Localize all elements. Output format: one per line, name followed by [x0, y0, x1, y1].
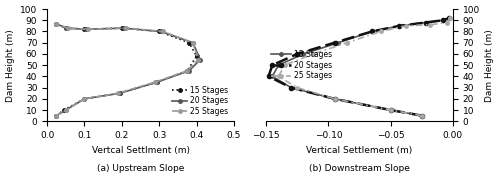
20 Stages: [369, 30, 375, 33]
15 Stages: [54, 22, 60, 25]
20 Stages: [270, 64, 276, 66]
Line: 15 Stages: 15 Stages: [270, 16, 451, 117]
20 Stages: [396, 25, 402, 27]
15 Stages: [419, 114, 425, 117]
25 Stages: [332, 98, 338, 100]
25 Stages: [444, 21, 450, 24]
25 Stages: [190, 41, 196, 44]
20 Stages: [419, 114, 425, 117]
25 Stages: [428, 24, 434, 26]
15 Stages: [300, 53, 306, 55]
25 Stages: [402, 25, 408, 27]
20 Stages: [190, 41, 196, 44]
25 Stages: [276, 75, 281, 78]
20 Stages: [266, 75, 272, 78]
25 Stages: [152, 81, 158, 83]
15 Stages: [156, 30, 162, 33]
Line: 25 Stages: 25 Stages: [277, 16, 452, 117]
15 Stages: [369, 30, 375, 33]
20 Stages: [120, 27, 126, 29]
15 Stages: [396, 25, 402, 27]
25 Stages: [54, 114, 60, 117]
20 Stages: [117, 92, 123, 94]
25 Stages: [64, 27, 70, 29]
25 Stages: [85, 28, 91, 30]
20 Stages: [288, 86, 294, 89]
15 Stages: [446, 17, 452, 19]
Y-axis label: Dam Height (m): Dam Height (m): [6, 29, 15, 102]
25 Stages: [122, 27, 128, 29]
20 Stages: [82, 98, 87, 100]
15 Stages: [154, 81, 160, 83]
15 Stages: [332, 98, 338, 100]
Line: 20 Stages: 20 Stages: [266, 16, 452, 118]
25 Stages: [388, 109, 394, 111]
Text: (b) Downstream Slope: (b) Downstream Slope: [309, 164, 410, 173]
X-axis label: Vertical Settlement (m): Vertical Settlement (m): [306, 146, 412, 155]
15 Stages: [117, 92, 123, 94]
20 Stages: [154, 81, 160, 83]
20 Stages: [84, 28, 89, 30]
25 Stages: [184, 70, 190, 72]
20 Stages: [440, 19, 446, 22]
Legend: 15 Stages, 20 Stages, 25 Stages: 15 Stages, 20 Stages, 25 Stages: [170, 84, 230, 118]
20 Stages: [446, 17, 452, 19]
15 Stages: [82, 98, 87, 100]
20 Stages: [198, 58, 203, 61]
15 Stages: [184, 70, 190, 72]
Line: 25 Stages: 25 Stages: [54, 22, 200, 117]
20 Stages: [63, 27, 69, 29]
20 Stages: [332, 98, 338, 100]
15 Stages: [336, 41, 342, 44]
20 Stages: [294, 53, 300, 55]
X-axis label: Vertcal Settlment (m): Vertcal Settlment (m): [92, 146, 190, 155]
15 Stages: [82, 28, 87, 30]
20 Stages: [63, 109, 69, 111]
15 Stages: [388, 109, 394, 111]
15 Stages: [422, 21, 428, 24]
25 Stages: [196, 58, 202, 61]
20 Stages: [422, 21, 428, 24]
15 Stages: [276, 64, 281, 66]
25 Stages: [310, 53, 316, 55]
25 Stages: [378, 30, 384, 33]
25 Stages: [54, 22, 60, 25]
15 Stages: [194, 55, 200, 57]
25 Stages: [282, 64, 288, 66]
25 Stages: [63, 109, 69, 111]
25 Stages: [82, 98, 87, 100]
Text: (a) Upstream Slope: (a) Upstream Slope: [97, 164, 184, 173]
20 Stages: [54, 22, 60, 25]
25 Stages: [115, 92, 121, 94]
25 Stages: [160, 30, 166, 33]
15 Stages: [270, 75, 276, 78]
15 Stages: [186, 41, 192, 44]
20 Stages: [388, 109, 394, 111]
Legend: 15 Stages, 20 Stages, 25 Stages: 15 Stages, 20 Stages, 25 Stages: [270, 49, 333, 82]
25 Stages: [419, 114, 425, 117]
25 Stages: [344, 41, 350, 44]
Line: 15 Stages: 15 Stages: [54, 22, 199, 117]
20 Stages: [332, 41, 338, 44]
15 Stages: [63, 27, 69, 29]
15 Stages: [288, 86, 294, 89]
20 Stages: [158, 30, 164, 33]
Line: 20 Stages: 20 Stages: [54, 22, 202, 117]
Y-axis label: Dam Height (m): Dam Height (m): [486, 29, 494, 102]
25 Stages: [448, 17, 454, 19]
20 Stages: [186, 70, 192, 72]
15 Stages: [61, 109, 67, 111]
15 Stages: [54, 114, 60, 117]
20 Stages: [54, 114, 60, 117]
15 Stages: [440, 19, 446, 22]
15 Stages: [119, 27, 125, 29]
25 Stages: [294, 86, 300, 89]
